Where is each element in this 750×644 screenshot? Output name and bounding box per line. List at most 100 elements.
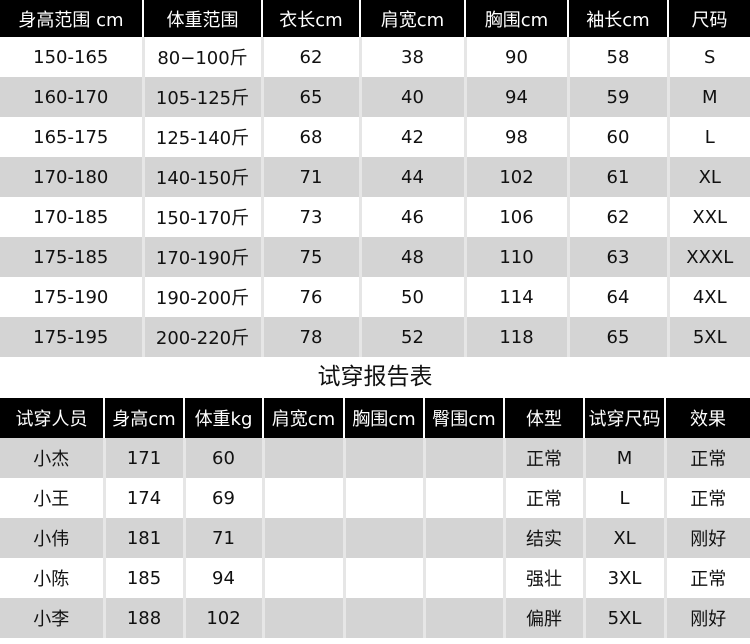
table-cell: 188 bbox=[102, 598, 184, 638]
table-cell: 185 bbox=[102, 558, 184, 598]
table-cell bbox=[422, 518, 504, 558]
column-header: 效果 bbox=[664, 398, 750, 438]
table-cell: 正常 bbox=[502, 438, 584, 478]
table-cell: 强壮 bbox=[502, 558, 584, 598]
column-header: 胸围cm bbox=[343, 398, 424, 438]
table-cell: 76 bbox=[260, 277, 360, 317]
table-cell: 3XL bbox=[582, 558, 665, 598]
table-cell: 正常 bbox=[663, 478, 750, 518]
table-cell: 小伟 bbox=[0, 518, 104, 558]
table-cell: 69 bbox=[182, 478, 263, 518]
table-cell: XL bbox=[666, 157, 750, 197]
table-cell: 61 bbox=[566, 157, 668, 197]
column-header: 体重范围 bbox=[142, 0, 262, 37]
table-cell: 170-180 bbox=[0, 157, 143, 197]
table-cell: 小陈 bbox=[33, 569, 70, 590]
size-chart-table: 身高范围 cm 体重范围 衣长cm 肩宽cm 胸围cm 袖长cm 尺码 150-165 80−… bbox=[0, 0, 750, 357]
table-cell: 73 bbox=[260, 197, 360, 237]
table-row: 170-180 140-150斤 71 44 102 61 XL bbox=[0, 157, 750, 197]
table-cell: XL bbox=[582, 518, 665, 558]
table-cell: 75 bbox=[260, 237, 360, 277]
table-cell: 80−100斤 bbox=[141, 37, 262, 77]
table-cell: 105-125斤 bbox=[141, 77, 262, 117]
table-cell: 46 bbox=[358, 197, 465, 237]
table-cell bbox=[261, 598, 344, 638]
table-cell: 160-170 bbox=[0, 77, 143, 117]
table-cell: 62 bbox=[566, 197, 668, 237]
table-cell: 174 bbox=[102, 478, 184, 518]
table-row: 150-165 80−100斤 62 38 90 58 S bbox=[0, 37, 750, 77]
table-cell: 小杰 bbox=[0, 438, 104, 478]
table-row: 175-185 170-190斤 75 48 110 63 XXXL bbox=[0, 237, 750, 277]
table-cell: 78 bbox=[260, 317, 360, 357]
table-cell: 65 bbox=[566, 317, 668, 357]
table-row: 165-175 125-140斤 68 42 98 60 L bbox=[0, 117, 750, 157]
table-cell: 175-190 bbox=[33, 286, 109, 308]
table-cell: 94 bbox=[182, 558, 263, 598]
table-cell: 150-165 bbox=[33, 46, 109, 68]
table-cell: 94 bbox=[463, 77, 568, 117]
table-cell: 42 bbox=[358, 117, 465, 157]
table-cell bbox=[342, 438, 424, 478]
report-title: 试穿报告表 bbox=[317, 364, 433, 390]
table-cell: XXXL bbox=[666, 237, 750, 277]
table-cell: 结实 bbox=[502, 518, 584, 558]
table-cell: 小李 bbox=[0, 598, 104, 638]
table-cell: 4XL bbox=[666, 277, 750, 317]
size-chart-body: 150-165 80−100斤 62 38 90 58 S 160-170 105-125斤 65… bbox=[0, 37, 750, 357]
table-row: 175-190 190-200斤 76 50 114 64 4XL bbox=[0, 277, 750, 317]
table-cell: 118 bbox=[463, 317, 568, 357]
table-cell: L bbox=[666, 117, 750, 157]
table-row: 小李 188 102 偏胖 5XL 刚好 bbox=[0, 598, 750, 638]
table-cell: 52 bbox=[358, 317, 465, 357]
table-cell: 114 bbox=[463, 277, 568, 317]
table-cell: 181 bbox=[102, 518, 184, 558]
table-cell: 175-195 bbox=[0, 317, 143, 357]
table-cell bbox=[422, 598, 504, 638]
column-header: 肩宽cm bbox=[359, 0, 465, 37]
table-cell: 125-140斤 bbox=[141, 117, 262, 157]
table-row: 160-170 105-125斤 65 40 94 59 M bbox=[0, 77, 750, 117]
table-cell: L bbox=[582, 478, 665, 518]
table-cell: 165-175 bbox=[33, 126, 109, 148]
table-cell: 64 bbox=[566, 277, 668, 317]
table-cell: S bbox=[666, 37, 750, 77]
table-cell: 68 bbox=[260, 117, 360, 157]
table-cell bbox=[342, 558, 424, 598]
table-cell bbox=[342, 598, 424, 638]
table-cell: 刚好 bbox=[663, 598, 750, 638]
column-header: 试穿尺码 bbox=[583, 398, 665, 438]
table-cell: 60 bbox=[566, 117, 668, 157]
column-header: 体型 bbox=[503, 398, 584, 438]
table-cell: 58 bbox=[566, 37, 668, 77]
column-header: 臀围cm bbox=[423, 398, 504, 438]
table-cell bbox=[422, 438, 504, 478]
table-cell: 38 bbox=[358, 37, 465, 77]
table-cell bbox=[342, 478, 424, 518]
size-chart-header: 身高范围 cm 体重范围 衣长cm 肩宽cm 胸围cm 袖长cm 尺码 bbox=[0, 0, 750, 37]
table-cell: 48 bbox=[358, 237, 465, 277]
table-cell: 60 bbox=[182, 438, 263, 478]
table-cell: 正常 bbox=[502, 478, 584, 518]
table-cell: 44 bbox=[358, 157, 465, 197]
table-cell: M bbox=[582, 438, 665, 478]
table-cell: 190-200斤 bbox=[141, 277, 262, 317]
table-cell: 62 bbox=[260, 37, 360, 77]
table-cell: 102 bbox=[463, 157, 568, 197]
table-cell: 150-170斤 bbox=[141, 197, 262, 237]
table-cell: 59 bbox=[566, 77, 668, 117]
table-cell: 偏胖 bbox=[502, 598, 584, 638]
table-cell: 140-150斤 bbox=[141, 157, 262, 197]
table-cell: 71 bbox=[182, 518, 263, 558]
table-row: 小王 174 69 正常 L 正常 bbox=[0, 478, 750, 518]
fitting-report-table: 试穿人员 身高cm 体重kg 肩宽cm 胸围cm 臀围cm 体型 试穿尺码 效果 小杰 171 60… bbox=[0, 398, 750, 638]
table-cell: 65 bbox=[260, 77, 360, 117]
table-cell bbox=[422, 558, 504, 598]
table-cell: 50 bbox=[358, 277, 465, 317]
table-cell: M bbox=[666, 77, 750, 117]
table-cell: 71 bbox=[260, 157, 360, 197]
table-cell: 110 bbox=[463, 237, 568, 277]
table-cell: 5XL bbox=[582, 598, 665, 638]
table-row: 170-185 150-170斤 73 46 106 62 XXL bbox=[0, 197, 750, 237]
table-cell: 40 bbox=[358, 77, 465, 117]
